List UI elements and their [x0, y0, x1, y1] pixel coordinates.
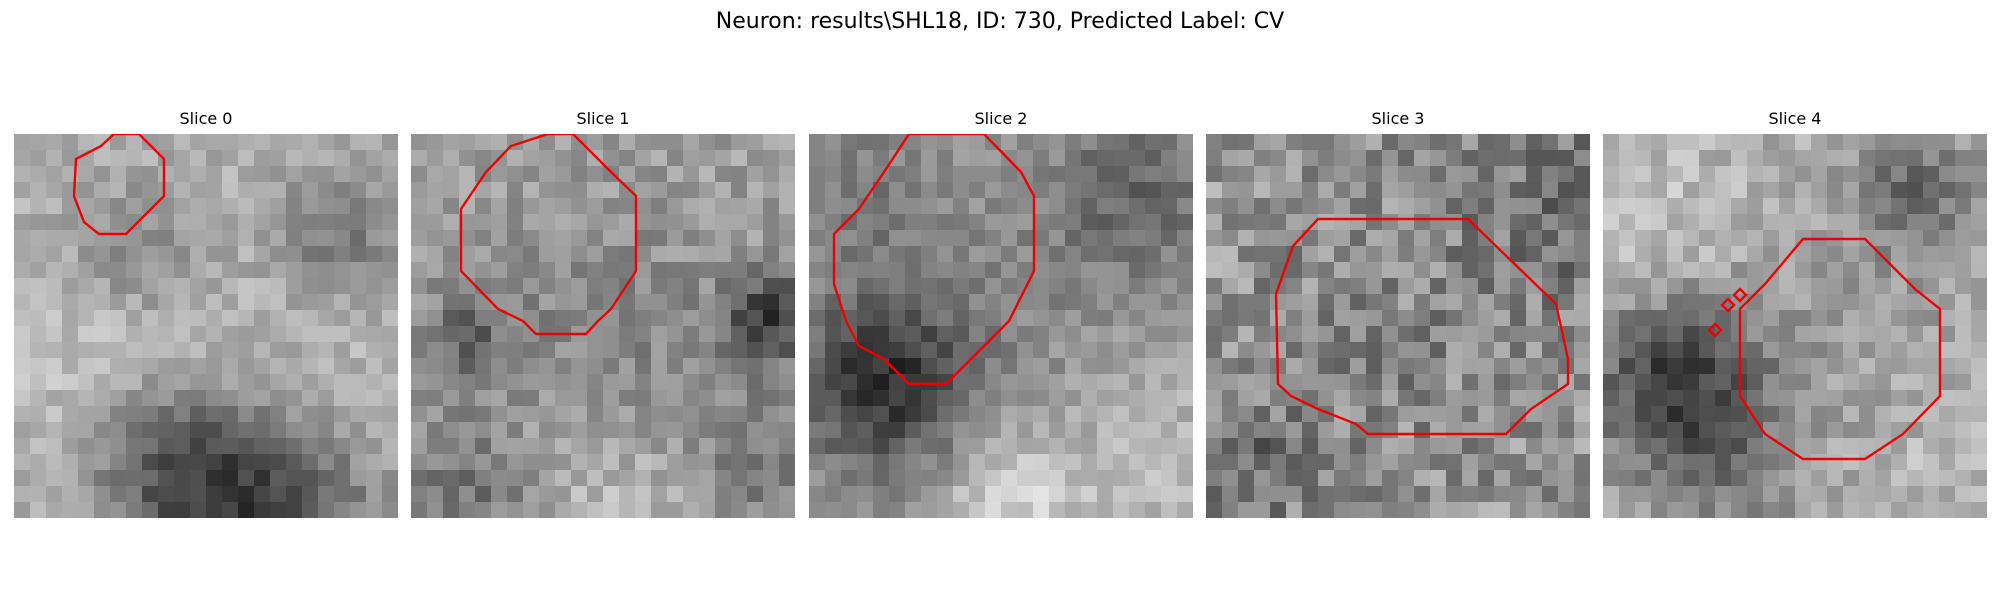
slice-image: [1603, 134, 1987, 518]
segmentation-contour: [72, 134, 166, 236]
slice-title: Slice 1: [576, 109, 630, 128]
slice-pixel-grid: [1206, 134, 1590, 518]
segmentation-contour: [832, 134, 1036, 386]
slice-pixel-grid: [1603, 134, 1987, 518]
slice-title: Slice 0: [179, 109, 233, 128]
slice-pixel-grid: [809, 134, 1193, 518]
slice-title: Slice 4: [1768, 109, 1822, 128]
slice-image: [14, 134, 398, 518]
slice-image: [411, 134, 795, 518]
slice-title: Slice 2: [974, 109, 1028, 128]
slice-image: [809, 134, 1193, 518]
segmentation-contour: [1707, 237, 1942, 461]
segmentation-contour: [459, 134, 638, 336]
slice-pixel-grid: [411, 134, 795, 518]
segmentation-contour: [1274, 217, 1570, 436]
slice-image: [1206, 134, 1590, 518]
slice-title: Slice 3: [1371, 109, 1425, 128]
figure-title: Neuron: results\SHL18, ID: 730, Predicte…: [715, 9, 1285, 34]
slice-pixel-grid: [14, 134, 398, 518]
